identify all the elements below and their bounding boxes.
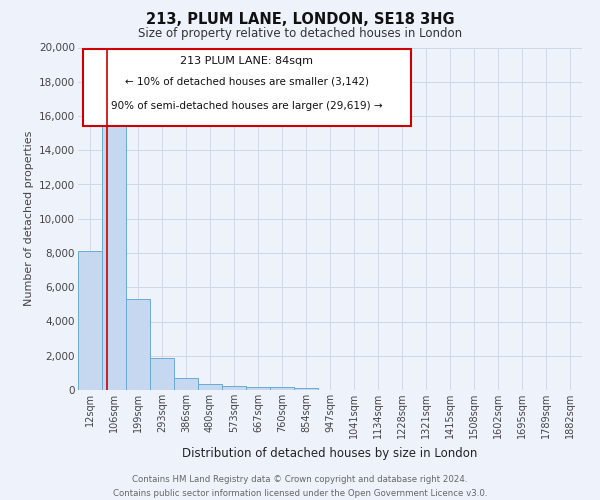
- Bar: [270, 388, 294, 390]
- Text: Size of property relative to detached houses in London: Size of property relative to detached ho…: [138, 28, 462, 40]
- Bar: [246, 387, 270, 390]
- Bar: [150, 358, 174, 390]
- Bar: [126, 299, 150, 390]
- Bar: [294, 388, 318, 390]
- Text: 90% of semi-detached houses are larger (29,619) →: 90% of semi-detached houses are larger (…: [111, 100, 383, 110]
- Text: 213 PLUM LANE: 84sqm: 213 PLUM LANE: 84sqm: [181, 56, 313, 66]
- FancyBboxPatch shape: [83, 49, 410, 126]
- Bar: [102, 108, 126, 390]
- Bar: [78, 252, 102, 390]
- Text: ← 10% of detached houses are smaller (3,142): ← 10% of detached houses are smaller (3,…: [125, 76, 369, 86]
- Text: 213, PLUM LANE, LONDON, SE18 3HG: 213, PLUM LANE, LONDON, SE18 3HG: [146, 12, 454, 28]
- Bar: [174, 378, 198, 390]
- Y-axis label: Number of detached properties: Number of detached properties: [23, 131, 34, 306]
- X-axis label: Distribution of detached houses by size in London: Distribution of detached houses by size …: [182, 446, 478, 460]
- Bar: [198, 384, 222, 390]
- Text: Contains HM Land Registry data © Crown copyright and database right 2024.
Contai: Contains HM Land Registry data © Crown c…: [113, 476, 487, 498]
- Bar: [222, 386, 246, 390]
